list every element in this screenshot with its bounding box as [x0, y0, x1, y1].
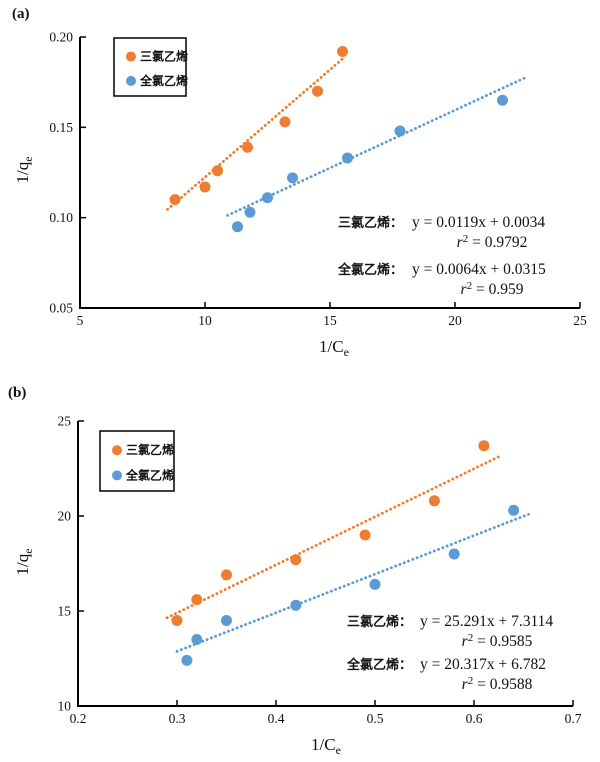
data-point: [359, 529, 371, 541]
data-point: [394, 125, 406, 137]
data-point: [448, 548, 460, 560]
data-point: [171, 615, 183, 626]
annotation-r2: r2 = 0.9585: [462, 632, 533, 650]
y-axis-title: 1/qe: [13, 156, 35, 183]
y-tick-label: 20: [58, 509, 72, 524]
legend-label: 三氯乙烯: [140, 49, 188, 64]
annotation-series-label: 三氯乙烯：: [338, 215, 403, 230]
y-tick-label: 10: [58, 699, 72, 714]
data-point: [342, 152, 353, 164]
data-point: [212, 165, 223, 177]
data-point: [244, 206, 256, 218]
y-axis-title: 1/qe: [13, 548, 35, 575]
data-point: [508, 504, 520, 516]
data-point: [287, 172, 298, 184]
legend-swatch: [126, 51, 136, 62]
legend-box: [99, 430, 175, 492]
legend-label: 三氯乙烯: [126, 442, 174, 457]
data-point: [242, 141, 253, 153]
data-point: [497, 94, 508, 106]
data-point: [262, 192, 273, 204]
x-tick-label: 0.4: [268, 711, 285, 726]
x-tick-label: 0.2: [70, 711, 87, 726]
x-tick-label: 0.6: [466, 711, 483, 726]
legend-label: 全氯乙烯: [125, 467, 174, 482]
y-tick-label: 25: [58, 414, 72, 429]
annotation-equation: y = 0.0064x + 0.0315: [412, 261, 546, 278]
x-tick-label: 15: [323, 313, 337, 328]
x-tick-label: 20: [448, 313, 462, 328]
legend-swatch: [112, 445, 122, 456]
x-axis-title: 1/Ce: [319, 337, 349, 359]
x-axis-title: 1/Ce: [311, 735, 341, 757]
annotation-equation: y = 20.317x + 6.782: [420, 656, 546, 673]
annotation-r2: r2 = 0.959: [461, 280, 524, 298]
data-point: [337, 45, 348, 57]
data-point: [181, 654, 193, 666]
annotation-r2: r2 = 0.9588: [462, 675, 533, 693]
annotation-series-label: 全氯乙烯：: [346, 657, 412, 672]
trend-line: [166, 57, 344, 211]
data-point: [279, 116, 291, 128]
legend-label: 全氯乙烯: [139, 73, 188, 88]
y-tick-label: 0.20: [49, 30, 73, 45]
trend-line: [165, 455, 501, 620]
annotation-series-label: 全氯乙烯：: [337, 262, 403, 277]
x-tick-label: 10: [198, 313, 212, 328]
data-point: [428, 495, 440, 507]
annotation-equation: y = 0.0119x + 0.0034: [412, 214, 545, 231]
data-point: [199, 181, 211, 193]
panel-b: (b) 0.2 0.3 0.4 0.5 0.6 0.7 10 15 20 25 1/Ce 1/qe 三氯乙…: [8, 385, 582, 757]
x-tick-label: 0.3: [169, 711, 186, 726]
panel-label: (b): [8, 385, 26, 401]
legend-swatch: [112, 470, 122, 481]
data-point: [478, 440, 490, 452]
data-point: [369, 578, 381, 590]
data-point: [221, 569, 232, 581]
annotation-equation: y = 25.291x + 7.3114: [420, 613, 553, 630]
legend-box: [113, 37, 187, 97]
y-tick-label: 0.15: [49, 120, 73, 135]
data-point: [191, 634, 203, 645]
panel-label: (a): [12, 6, 30, 22]
data-point: [191, 594, 203, 606]
data-point: [290, 599, 302, 611]
panel-a: (a) 5 10 15 20 25 0.05 0.10 0.15 0.20 1/Ce 1/qe 三氯乙烯…: [12, 6, 587, 359]
y-tick-label: 15: [58, 604, 72, 619]
y-tick-label: 0.10: [49, 210, 73, 225]
x-tick-label: 0.7: [565, 711, 582, 726]
x-tick-label: 25: [573, 313, 587, 328]
y-tick-label: 0.05: [49, 301, 73, 316]
data-point: [290, 554, 302, 566]
trend-line: [226, 76, 527, 217]
data-point: [312, 85, 323, 97]
data-point: [169, 194, 181, 206]
data-point: [221, 615, 232, 626]
legend-swatch: [126, 75, 136, 86]
x-tick-label: 5: [77, 313, 84, 328]
data-point: [232, 221, 243, 233]
annotation-series-label: 三氯乙烯：: [347, 614, 412, 629]
annotation-r2: r2 = 0.9792: [457, 233, 528, 251]
trend-line: [175, 512, 530, 653]
x-tick-label: 0.5: [367, 711, 384, 726]
